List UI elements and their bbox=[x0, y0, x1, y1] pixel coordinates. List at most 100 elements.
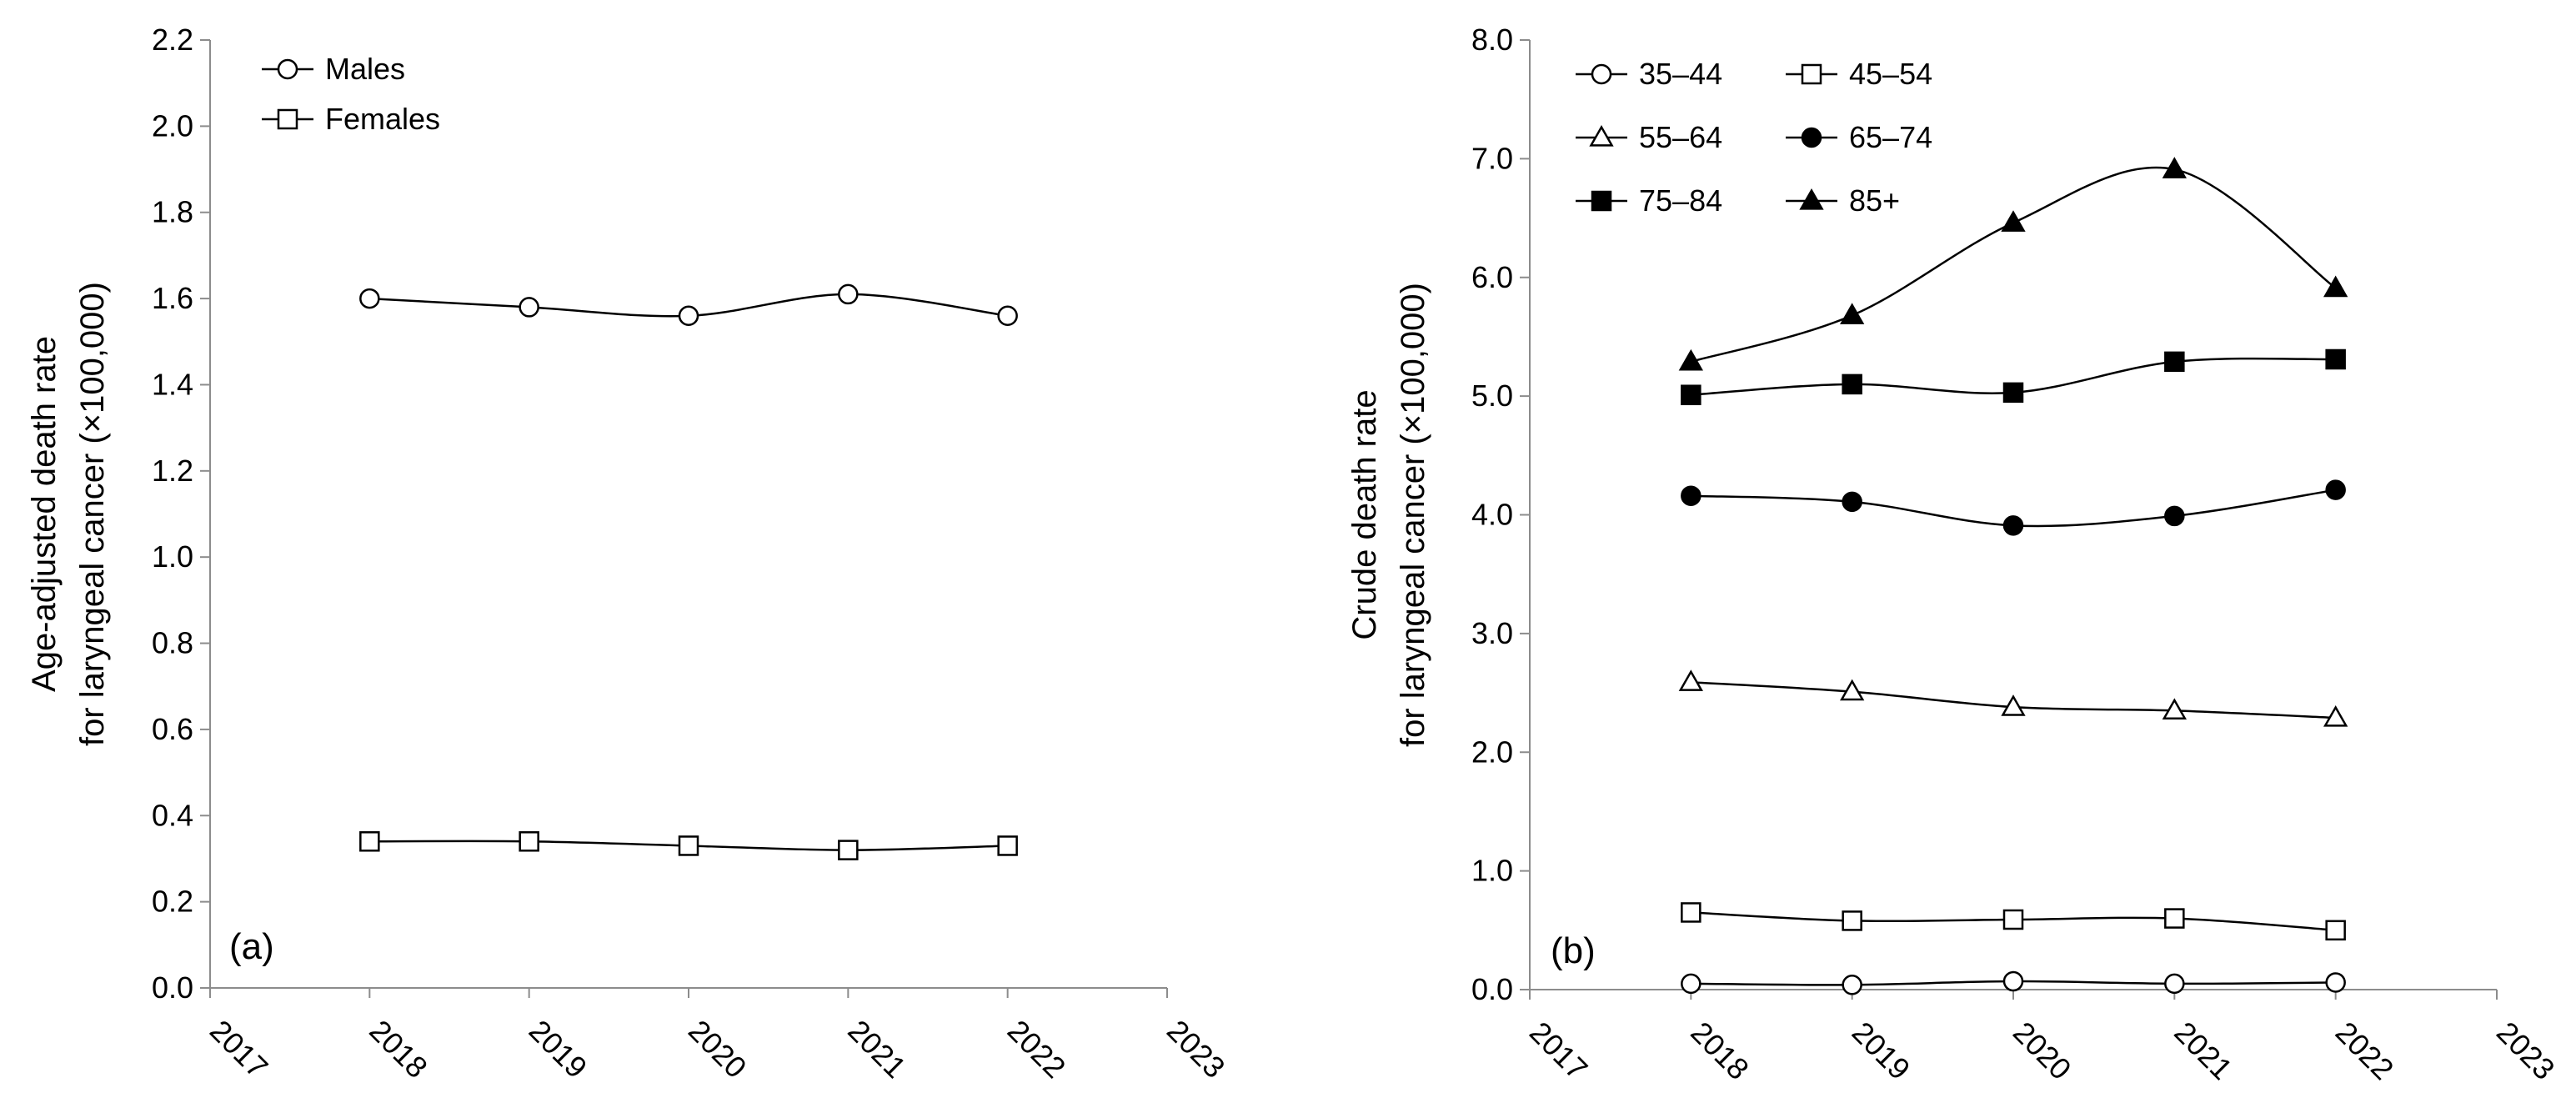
y-tick-label: 8.0 bbox=[1471, 23, 1513, 57]
legend-item-75-84: 75–84 bbox=[1576, 183, 1722, 218]
x-tick-label: 2023 bbox=[1160, 1013, 1232, 1085]
legend-marker bbox=[277, 58, 298, 80]
y-axis-label-line: for laryngeal cancer (×100,000) bbox=[1395, 283, 1431, 747]
data-point-75-84-2019 bbox=[1842, 374, 1862, 395]
x-tick-label: 2020 bbox=[682, 1013, 754, 1085]
data-point-85-2020 bbox=[2001, 210, 2026, 232]
y-tick-label: 5.0 bbox=[1471, 379, 1513, 413]
y-tick-label: 2.0 bbox=[152, 108, 193, 143]
data-point-85-2018 bbox=[1678, 348, 1703, 371]
y-tick-label: 2.0 bbox=[1471, 734, 1513, 769]
series-line-85 bbox=[1690, 166, 2337, 363]
x-tick-label: 2019 bbox=[1846, 1015, 1917, 1086]
series-males bbox=[359, 283, 1018, 327]
data-point-65-74-2018 bbox=[1681, 485, 1701, 506]
y-tick-label: 1.0 bbox=[152, 539, 193, 574]
data-point-65-74-2022 bbox=[2325, 479, 2346, 500]
x-tick-label: 2022 bbox=[2329, 1015, 2401, 1086]
x-tick-label: 2018 bbox=[1684, 1015, 1756, 1086]
data-point-75-84-2022 bbox=[2325, 348, 2346, 370]
data-point-males-2020 bbox=[678, 305, 699, 327]
legend-label: 85+ bbox=[1849, 183, 1900, 218]
x-tick-label: 2018 bbox=[363, 1013, 434, 1085]
data-point-35-44-2021 bbox=[2164, 973, 2185, 995]
y-tick-label: 1.8 bbox=[152, 195, 193, 229]
legend-item-males: Males bbox=[262, 52, 405, 86]
data-point-females-2021 bbox=[838, 840, 859, 860]
data-point-35-44-2020 bbox=[2002, 970, 2024, 992]
data-point-males-2021 bbox=[838, 283, 859, 305]
y-axis-label-line: Crude death rate bbox=[1346, 389, 1383, 639]
legend-marker bbox=[1801, 127, 1822, 148]
legend-label: Males bbox=[325, 52, 405, 86]
data-point-85-2019 bbox=[1840, 303, 1865, 324]
legend-label: 55–64 bbox=[1639, 120, 1722, 154]
series-85 bbox=[1678, 157, 2348, 371]
data-point-55-64-2021 bbox=[2162, 698, 2187, 720]
data-point-35-44-2018 bbox=[1681, 973, 1701, 995]
x-tick-label: 2020 bbox=[2007, 1015, 2078, 1086]
data-point-85-2021 bbox=[2162, 157, 2187, 178]
data-point-45-54-2020 bbox=[2002, 909, 2024, 930]
series-females bbox=[359, 831, 1018, 860]
data-point-65-74-2021 bbox=[2164, 505, 2185, 527]
x-tick-label: 2017 bbox=[1523, 1015, 1595, 1086]
data-point-females-2019 bbox=[519, 831, 539, 852]
data-point-females-2020 bbox=[678, 835, 699, 856]
legend-item-35-44: 35–44 bbox=[1576, 57, 1722, 91]
legend-label: 75–84 bbox=[1639, 183, 1722, 218]
y-axis-label: Crude death rate for laryngeal cancer (×1… bbox=[1346, 283, 1431, 747]
y-tick-label: 6.0 bbox=[1471, 260, 1513, 294]
series-75-84 bbox=[1681, 348, 2346, 405]
y-tick-label: 1.0 bbox=[1471, 854, 1513, 888]
legend-label: 45–54 bbox=[1849, 57, 1932, 91]
legend-item-45-54: 45–54 bbox=[1786, 57, 1932, 91]
data-point-35-44-2019 bbox=[1842, 975, 1862, 995]
y-tick-label: 0.0 bbox=[152, 970, 193, 1005]
x-tick-label: 2022 bbox=[1001, 1013, 1073, 1085]
legend-marker bbox=[1591, 63, 1612, 85]
data-point-males-2018 bbox=[359, 288, 380, 309]
panel-label: (b) bbox=[1551, 930, 1596, 971]
data-point-85-2022 bbox=[2323, 275, 2348, 298]
data-point-75-84-2021 bbox=[2164, 351, 2185, 373]
series-45-54 bbox=[1681, 902, 2346, 941]
panel-a-age-adjusted: 0.0 0.2 0.4 0.6 0.8 1.0 1.2 1.4 1.6 1.8 2.0 2.2 2017… bbox=[26, 23, 1232, 1085]
legend-marker bbox=[1591, 190, 1612, 212]
data-point-55-64-2020 bbox=[2001, 694, 2026, 716]
data-point-75-84-2020 bbox=[2002, 382, 2024, 404]
data-point-75-84-2018 bbox=[1681, 384, 1701, 405]
data-point-45-54-2022 bbox=[2325, 920, 2346, 941]
data-point-females-2018 bbox=[359, 831, 380, 852]
y-axis-label-line: for laryngeal cancer (×100,000) bbox=[74, 282, 111, 746]
data-point-55-64-2019 bbox=[1840, 679, 1865, 701]
y-tick-label: 1.6 bbox=[152, 281, 193, 315]
y-tick-label: 3.0 bbox=[1471, 616, 1513, 650]
panel-label: (a) bbox=[229, 926, 274, 967]
data-point-females-2022 bbox=[997, 835, 1018, 856]
y-tick-label: 0.2 bbox=[152, 885, 193, 919]
legend-item-85: 85+ bbox=[1786, 183, 1900, 218]
panel-b-crude: 0.0 1.0 2.0 3.0 4.0 5.0 6.0 7.0 8.0 2017 2018 2019 2… bbox=[1346, 23, 2562, 1086]
y-tick-label: 0.6 bbox=[152, 712, 193, 746]
data-point-males-2022 bbox=[997, 305, 1018, 327]
y-tick-label: 1.2 bbox=[152, 454, 193, 488]
y-tick-label: 7.0 bbox=[1471, 141, 1513, 175]
legend-marker bbox=[1799, 188, 1824, 210]
legend-marker bbox=[1589, 124, 1614, 147]
y-tick-label: 0.4 bbox=[152, 798, 193, 832]
y-tick-label: 1.4 bbox=[152, 367, 193, 401]
x-tick-label: 2021 bbox=[2168, 1015, 2239, 1086]
x-tick-label: 2017 bbox=[203, 1013, 275, 1085]
legend-item-55-64: 55–64 bbox=[1576, 120, 1722, 154]
legend: 35–44 45–54 55–64 65–74 75–84 85+ bbox=[1576, 57, 1932, 218]
legend-marker bbox=[277, 108, 298, 130]
legend-item-females: Females bbox=[262, 102, 440, 136]
legend-item-65-74: 65–74 bbox=[1786, 120, 1932, 154]
y-axis-label-line: Age-adjusted death rate bbox=[26, 336, 63, 692]
data-point-45-54-2018 bbox=[1681, 902, 1701, 923]
legend-label: Females bbox=[325, 102, 440, 136]
data-point-45-54-2019 bbox=[1842, 910, 1862, 931]
y-axis-label: Age-adjusted death rate for laryngeal can… bbox=[26, 282, 111, 746]
